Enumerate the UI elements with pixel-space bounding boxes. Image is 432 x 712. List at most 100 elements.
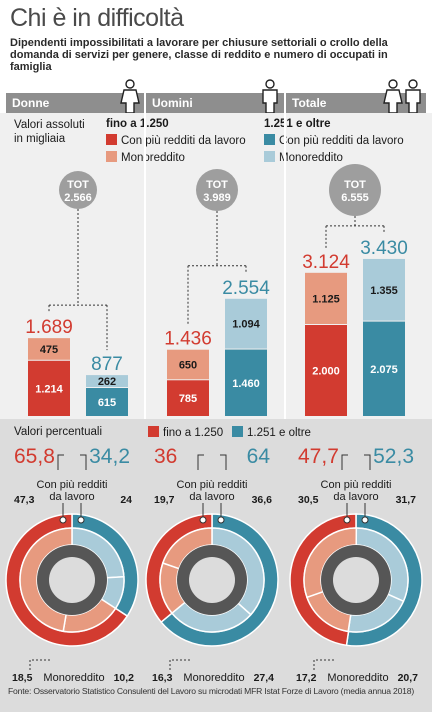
total-circle: [59, 171, 97, 209]
inner-low-multi-label: 30,5: [298, 494, 319, 506]
legend-swatch: [232, 426, 243, 437]
bar-value-label: 1.460: [232, 378, 260, 390]
total-circle-value: 2.566: [64, 192, 92, 204]
donut-hole: [189, 557, 235, 603]
legend-swatch: [264, 151, 275, 162]
inner-high-mono-label: 27,4: [254, 672, 275, 684]
column-header-donne: Donne: [6, 79, 144, 114]
bar-segment-mono: [167, 349, 209, 380]
legend-income-high: 1.251 e oltre: [264, 118, 331, 130]
total-circle-value: 6.555: [341, 192, 369, 204]
bar-total-label: 3.124: [302, 252, 350, 273]
inner-high-mono-label: 10,2: [114, 672, 135, 684]
bar-segment-mono: [86, 375, 128, 388]
total-circle: [196, 169, 238, 211]
inner-high-multi-label: 24: [120, 494, 132, 506]
bar-value-label: 615: [98, 397, 116, 409]
annotation-multi-line1: Con più redditi: [321, 479, 392, 491]
annotation-multi-line2: da lavoro: [333, 491, 378, 503]
annotation-multi-line1: Con più redditi: [37, 479, 108, 491]
pct-high-label: 34,2: [89, 445, 130, 468]
pct-connector: [341, 454, 348, 470]
annotation-multi-line2: da lavoro: [49, 491, 94, 503]
pct-legend-high: 1.251 e oltre: [232, 426, 311, 439]
bar-segment-mono: [28, 338, 70, 360]
bar-segment-multi: [225, 349, 267, 416]
inner-low-mono-label: 17,2: [296, 672, 317, 684]
legend-low-multi: Con più redditi da lavoro: [106, 134, 246, 147]
bar-segment-multi: [28, 360, 70, 416]
total-circle-value: 3.989: [203, 192, 231, 204]
annotation-dot: [361, 516, 369, 524]
legend-high-mono: Monoreddito: [264, 151, 343, 164]
bar-segment-multi: [167, 380, 209, 416]
bar-segment-multi: [363, 321, 405, 416]
pct-connector: [57, 454, 64, 470]
inner-high-multi-label: 36,6: [252, 494, 273, 506]
pct-connector: [197, 454, 204, 470]
annotation-mono-pointer: [169, 659, 192, 670]
bar-value-label: 475: [40, 344, 58, 356]
source-note: Fonte: Osservatorio Statistico Consulent…: [8, 686, 414, 696]
bar-value-label: 1.214: [35, 383, 63, 395]
bar-value-label: 2.075: [370, 364, 398, 376]
legend-high-multi: Con più redditi da lavoro: [264, 134, 404, 147]
pct-low-label: 65,8: [14, 445, 55, 468]
annotation-dot: [59, 516, 67, 524]
legend-low-mono: Monoreddito: [106, 151, 185, 164]
annotation-dot: [77, 516, 85, 524]
page-subtitle: Dipendenti impossibilitati a lavorare pe…: [10, 37, 388, 73]
total-circle-tag: TOT: [206, 179, 228, 191]
annotation-mono-pointer: [29, 659, 52, 670]
legend-swatch: [148, 426, 159, 437]
bar-segment-multi: [305, 325, 347, 416]
annotation-dot: [199, 516, 207, 524]
woman-icon: [120, 79, 140, 114]
pct-connector: [220, 454, 227, 470]
bar-total-label: 1.689: [25, 317, 73, 338]
bar-segment-multi: [86, 388, 128, 416]
column-header-label: Donne: [12, 96, 50, 110]
donut-hole: [333, 557, 379, 603]
bar-value-label: 1.125: [312, 293, 340, 305]
total-circle: [329, 164, 381, 216]
bar-value-label: 2.000: [312, 366, 340, 378]
legend-swatch: [106, 151, 117, 162]
legend-income-low: fino a 1.250: [106, 118, 169, 130]
pct-values-label: Valori percentuali: [14, 426, 103, 438]
inner-low-multi-label: 47,3: [14, 494, 35, 506]
bar-value-label: 1.094: [232, 319, 260, 331]
inner-low-multi-label: 19,7: [154, 494, 175, 506]
bar-segment-mono: [225, 298, 267, 349]
legend-swatch: [264, 134, 275, 145]
column-header-label: Totale: [292, 96, 327, 110]
annotation-dot: [343, 516, 351, 524]
donut-hole: [49, 557, 95, 603]
bar-total-label: 877: [91, 354, 123, 375]
bar-total-label: 1.436: [164, 329, 212, 350]
pct-connector: [80, 454, 87, 470]
bar-value-label: 1.355: [370, 285, 398, 297]
annotation-dot: [217, 516, 225, 524]
total-circle-tag: TOT: [67, 179, 89, 191]
inner-high-multi-label: 31,7: [396, 494, 417, 506]
annotation-mono: Monoreddito: [327, 672, 388, 684]
bar-value-label: 785: [179, 393, 197, 405]
bar-segment-mono: [363, 258, 405, 321]
annotation-multi-line2: da lavoro: [189, 491, 234, 503]
legend-swatch: [106, 134, 117, 145]
pct-low-label: 47,7: [298, 445, 339, 468]
page-title: Chi è in difficoltà: [10, 4, 184, 32]
inner-low-mono-label: 18,5: [12, 672, 33, 684]
pct-connector: [364, 454, 371, 470]
inner-high-mono-label: 20,7: [398, 672, 419, 684]
annotation-mono-pointer: [313, 659, 336, 670]
inner-low-mono-label: 16,3: [152, 672, 173, 684]
total-circle-tag: TOT: [344, 179, 366, 191]
pct-legend-low: fino a 1.250: [148, 426, 223, 439]
pct-high-label: 52,3: [373, 445, 414, 468]
column-header-uomini: Uomini: [146, 79, 284, 114]
bar-total-label: 3.430: [360, 238, 408, 259]
bar-total-label: 2.554: [222, 278, 270, 299]
